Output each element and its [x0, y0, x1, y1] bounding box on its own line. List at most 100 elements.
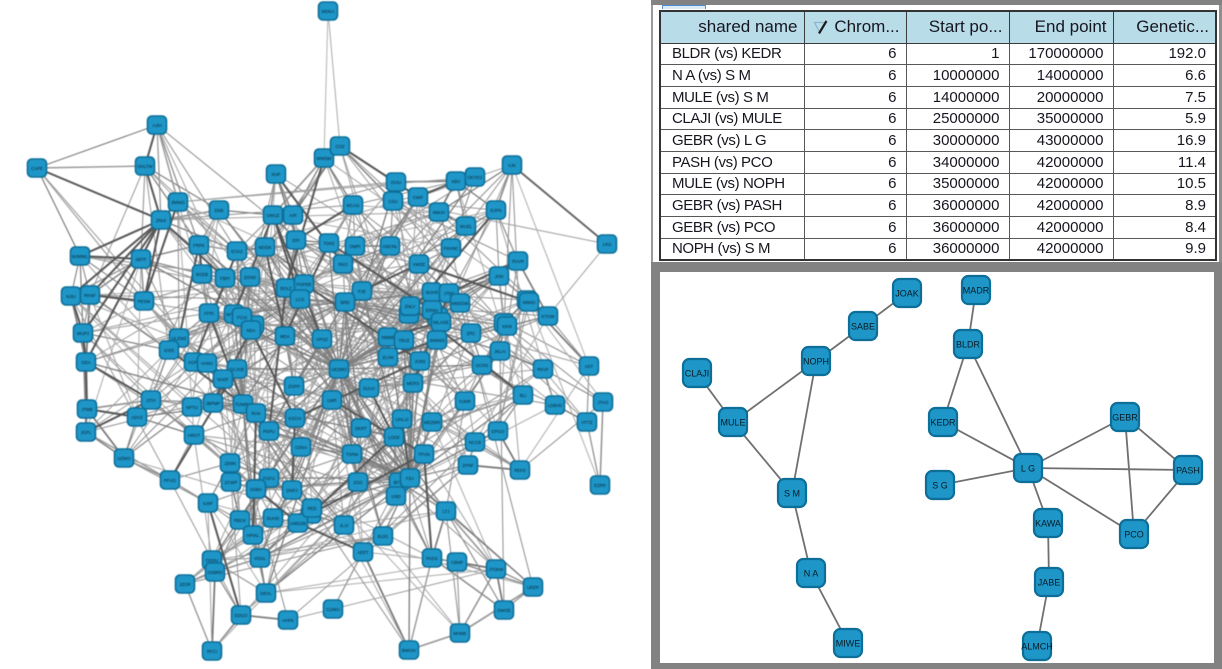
- svg-text:RED: RED: [307, 506, 316, 511]
- svg-text:ULZWZ: ULZWZ: [172, 336, 187, 341]
- svg-text:SBTF: SBTF: [136, 257, 147, 262]
- svg-text:FCUI: FCUI: [237, 315, 247, 320]
- svg-text:JTMB: JTMB: [81, 407, 92, 412]
- svg-text:S M: S M: [784, 489, 800, 499]
- svg-text:AIR: AIR: [289, 213, 296, 218]
- svg-text:DJPN: DJPN: [490, 208, 501, 213]
- svg-text:ZCWP: ZCWP: [225, 480, 238, 485]
- svg-text:JTOKM: JTOKM: [489, 567, 504, 572]
- svg-text:WLAOE: WLAOE: [433, 320, 449, 325]
- svg-text:DNPJ: DNPJ: [286, 488, 297, 493]
- svg-text:CLAJI: CLAJI: [685, 369, 710, 379]
- svg-text:AGPV: AGPV: [188, 360, 200, 365]
- svg-text:JABE: JABE: [1038, 578, 1061, 588]
- svg-text:CMIF: CMIF: [413, 195, 424, 200]
- svg-text:JOAK: JOAK: [895, 289, 919, 299]
- svg-text:CAPE: CAPE: [31, 166, 43, 171]
- svg-text:ZOPP: ZOPP: [288, 384, 300, 389]
- svg-text:LCG: LCG: [296, 297, 305, 302]
- svg-text:GEBR: GEBR: [1112, 413, 1138, 423]
- svg-text:VDGL: VDGL: [254, 556, 266, 561]
- svg-text:JBPMP: JBPMP: [206, 401, 220, 406]
- svg-text:WUEL: WUEL: [460, 224, 473, 229]
- svg-text:MADR: MADR: [963, 286, 990, 296]
- svg-text:NADF: NADF: [217, 377, 229, 382]
- svg-text:POPDE: POPDE: [296, 282, 311, 287]
- svg-text:JTBS: JTBS: [444, 291, 455, 296]
- svg-text:S G: S G: [932, 481, 948, 491]
- svg-text:KEDR: KEDR: [930, 418, 956, 428]
- svg-text:TBVZ: TBVZ: [399, 338, 410, 343]
- svg-text:ZOND: ZOND: [244, 275, 256, 280]
- svg-text:JON: JON: [495, 274, 504, 279]
- svg-text:MHMK: MHMK: [453, 631, 466, 636]
- svg-text:L G: L G: [1021, 464, 1035, 474]
- svg-text:UWUZ: UWUZ: [267, 213, 280, 218]
- svg-text:OKTEG: OKTEG: [467, 175, 483, 180]
- svg-text:ZPNF: ZPNF: [462, 463, 474, 468]
- svg-text:AHPK: AHPK: [282, 618, 294, 623]
- svg-text:UNCNL: UNCNL: [383, 244, 398, 249]
- svg-text:ILWF: ILWF: [203, 501, 213, 506]
- svg-text:TUWPH: TUWPH: [235, 402, 251, 407]
- svg-text:JZOR: JZOR: [179, 582, 190, 587]
- svg-text:EPGO: EPGO: [492, 429, 505, 434]
- svg-text:UZWO: UZWO: [117, 456, 131, 461]
- svg-text:WDKA: WDKA: [322, 9, 335, 14]
- svg-text:JTAO: JTAO: [598, 400, 609, 405]
- svg-text:BWOIV: BWOIV: [402, 648, 416, 653]
- svg-text:GDA: GDA: [81, 360, 90, 365]
- svg-text:ZRC: ZRC: [467, 331, 476, 336]
- svg-text:REPZ: REPZ: [514, 468, 526, 473]
- svg-text:BGEB: BGEB: [196, 272, 208, 277]
- svg-text:NNDOW: NNDOW: [452, 301, 470, 306]
- svg-text:KHP: KHP: [272, 172, 281, 177]
- svg-text:NCCB: NCCB: [469, 440, 481, 445]
- svg-text:ZNUI: ZNUI: [156, 218, 166, 223]
- svg-text:CBNP: CBNP: [451, 560, 463, 565]
- svg-text:ALMCH: ALMCH: [1021, 642, 1053, 652]
- svg-text:RVVR: RVVR: [512, 259, 524, 264]
- svg-text:FRPK: FRPK: [193, 243, 205, 248]
- svg-text:OMPI: OMPI: [350, 244, 361, 249]
- svg-text:BLDR: BLDR: [956, 340, 981, 350]
- svg-text:LRG: LRG: [603, 242, 612, 247]
- svg-text:VPOZ: VPOZ: [316, 337, 328, 342]
- svg-text:PCO: PCO: [1124, 530, 1144, 540]
- svg-text:DUHD: DUHD: [267, 516, 279, 521]
- svg-text:FNVNC: FNVNC: [444, 246, 459, 251]
- svg-text:VWZE: VWZE: [413, 262, 426, 267]
- svg-text:HJNR: HJNR: [459, 399, 470, 404]
- svg-text:GSBA: GSBA: [250, 487, 262, 492]
- svg-text:MCAG: MCAG: [347, 203, 361, 208]
- svg-text:MIWE: MIWE: [836, 639, 861, 649]
- svg-text:WWDM: WWDM: [317, 156, 332, 161]
- svg-text:ODDU: ODDU: [206, 558, 219, 563]
- svg-text:EPI: EPI: [293, 238, 300, 243]
- svg-text:LDBVD: LDBVD: [548, 403, 562, 408]
- svg-text:MMJV: MMJV: [433, 210, 445, 215]
- svg-text:LWR: LWR: [327, 398, 336, 403]
- svg-text:DSBRD: DSBRD: [207, 570, 222, 575]
- svg-text:JCBS: JCBS: [415, 359, 426, 364]
- svg-text:GCJOE: GCJOE: [230, 367, 245, 372]
- svg-text:UHLJJ: UHLJJ: [396, 417, 409, 422]
- svg-text:NJIU: NJIU: [66, 294, 76, 299]
- svg-text:SABE: SABE: [851, 322, 875, 332]
- svg-text:FGFU: FGFU: [263, 476, 275, 481]
- svg-text:KKM: KKM: [502, 324, 512, 329]
- svg-text:EDGO: EDGO: [235, 613, 248, 618]
- svg-text:HTTZ: HTTZ: [582, 420, 593, 425]
- svg-text:PADS: PADS: [426, 556, 438, 561]
- svg-text:VJK: VJK: [508, 163, 516, 168]
- svg-text:PFUG: PFUG: [164, 478, 177, 483]
- svg-text:AST: AST: [585, 364, 594, 369]
- svg-text:EZRR: EZRR: [594, 483, 606, 488]
- svg-text:DEVL: DEVL: [260, 591, 272, 596]
- svg-text:KBV: KBV: [452, 179, 461, 184]
- svg-text:MULE: MULE: [720, 418, 745, 428]
- svg-text:SUUV: SUUV: [363, 386, 375, 391]
- svg-text:JLJJ: JLJJ: [340, 523, 349, 528]
- svg-text:MJMWL: MJMWL: [72, 254, 88, 259]
- svg-text:JGPL: JGPL: [81, 430, 92, 435]
